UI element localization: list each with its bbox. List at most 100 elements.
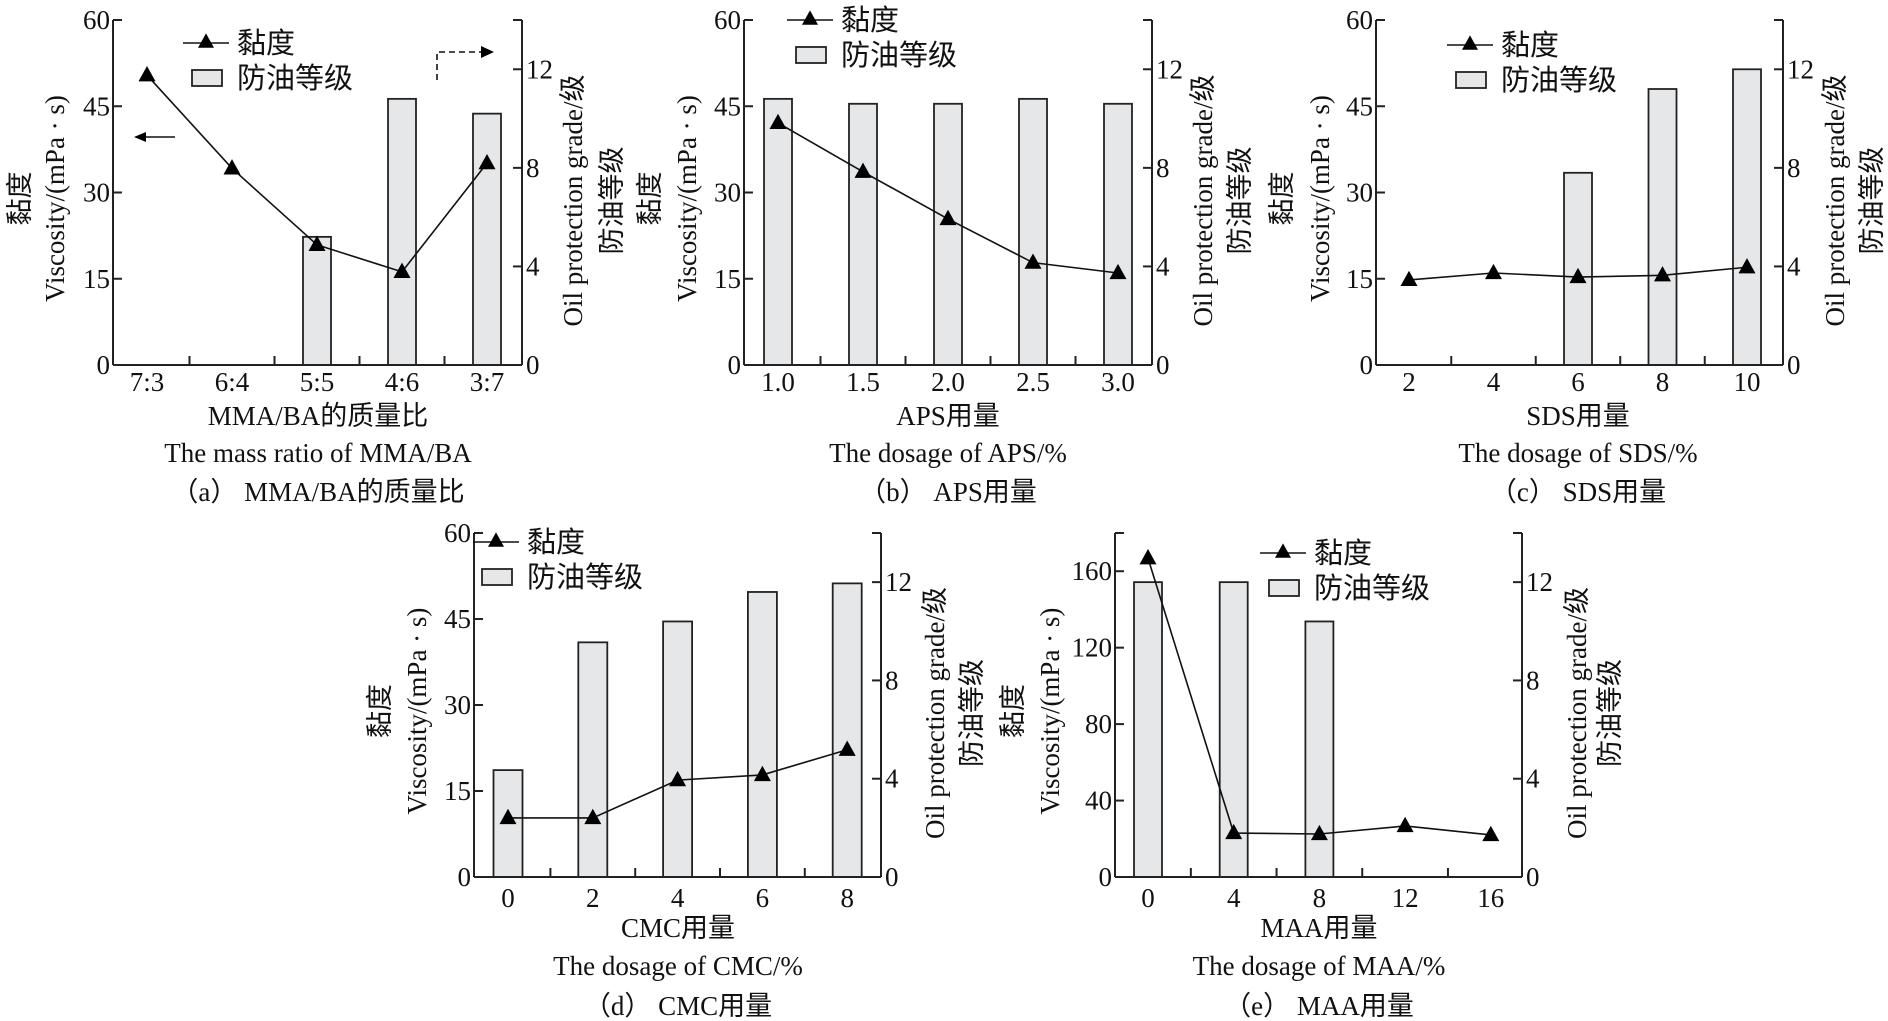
right-axis-title-cn: 防油等级 bbox=[1225, 147, 1255, 255]
left-tick-label: 60 bbox=[444, 518, 471, 548]
right-axis-title-en: Oil protection grade/级 bbox=[1188, 75, 1218, 327]
right-arrow-icon bbox=[481, 46, 494, 58]
legend-grade-label: 防油等级 bbox=[841, 39, 957, 72]
viscosity-point bbox=[1225, 823, 1243, 840]
left-axis-title-cn: 黏度 bbox=[635, 172, 665, 226]
grade-bar bbox=[747, 591, 778, 878]
x-axis-title-cn: CMC用量 bbox=[621, 913, 735, 943]
left-axis-title-cn: 黏度 bbox=[998, 684, 1028, 738]
viscosity-point bbox=[1400, 270, 1418, 287]
x-tick-label: 2.0 bbox=[931, 367, 965, 397]
left-tick-label: 15 bbox=[444, 776, 471, 806]
left-tick-label: 160 bbox=[1072, 556, 1113, 586]
viscosity-point bbox=[308, 235, 326, 251]
grade-bar bbox=[577, 641, 609, 878]
grade-bar bbox=[302, 235, 332, 366]
right-tick-label: 8 bbox=[885, 665, 899, 695]
x-tick-label: 6 bbox=[1571, 367, 1585, 397]
panel-caption: （c） SDS用量 bbox=[1490, 477, 1666, 507]
x-axis-title-en: The dosage of SDS/% bbox=[1458, 438, 1697, 468]
x-axis-title-en: The mass ratio of MMA/BA bbox=[164, 438, 472, 468]
left-axis-title-en: Viscosity/(mPa · s) bbox=[402, 608, 432, 815]
viscosity-point bbox=[1482, 825, 1500, 842]
x-tick-label: 3.0 bbox=[1101, 367, 1135, 397]
left-tick-label: 60 bbox=[1346, 5, 1373, 35]
left-tick-label: 15 bbox=[1346, 264, 1373, 294]
right-axis-title-en: Oil protection grade/级 bbox=[558, 75, 588, 327]
left-tick-label: 30 bbox=[714, 178, 741, 208]
right-tick-label: 4 bbox=[526, 251, 540, 281]
right-tick-label: 8 bbox=[526, 153, 540, 183]
panel-caption: （b） APS用量 bbox=[859, 477, 1037, 507]
left-tick-label: 30 bbox=[83, 178, 110, 208]
right-tick-label: 4 bbox=[1156, 251, 1170, 281]
x-tick-label: 6 bbox=[756, 883, 770, 913]
x-tick-label: 0 bbox=[501, 883, 515, 913]
grade-bar bbox=[662, 620, 693, 878]
left-tick-label: 45 bbox=[444, 604, 471, 634]
x-tick-label: 8 bbox=[840, 883, 854, 913]
x-tick-label: 8 bbox=[1313, 883, 1327, 913]
legend-triangle-icon bbox=[1462, 35, 1478, 50]
left-tick-label: 0 bbox=[728, 350, 742, 380]
right-tick-label: 0 bbox=[526, 350, 540, 380]
x-tick-label: 8 bbox=[1656, 367, 1670, 397]
x-axis-title-en: The dosage of MAA/% bbox=[1193, 951, 1446, 981]
x-tick-label: 2 bbox=[586, 883, 600, 913]
grade-bar bbox=[763, 97, 793, 366]
legend-viscosity-label: 黏度 bbox=[527, 526, 585, 559]
left-axis-title-en: Viscosity/(mPa · s) bbox=[1035, 608, 1065, 815]
viscosity-point bbox=[1738, 258, 1756, 274]
viscosity-point bbox=[499, 808, 517, 825]
right-tick-label: 0 bbox=[1156, 350, 1170, 380]
right-axis-title-en: Oil protection grade/级 bbox=[1562, 587, 1592, 839]
grade-bar bbox=[1732, 68, 1762, 366]
grade-bar bbox=[1018, 97, 1048, 366]
viscosity-point bbox=[854, 162, 872, 178]
legend-viscosity-label: 黏度 bbox=[237, 27, 295, 60]
right-tick-label: 8 bbox=[1526, 665, 1540, 695]
x-tick-label: 3:7 bbox=[470, 367, 505, 397]
grade-bar bbox=[387, 97, 417, 366]
grade-bar bbox=[1133, 581, 1163, 878]
left-tick-label: 0 bbox=[97, 350, 111, 380]
left-tick-label: 45 bbox=[714, 91, 741, 121]
x-tick-label: 2.5 bbox=[1016, 367, 1050, 397]
legend-grade-label: 防油等级 bbox=[1314, 572, 1430, 605]
legend-triangle-icon bbox=[198, 33, 214, 48]
left-tick-label: 40 bbox=[1085, 786, 1112, 816]
left-tick-label: 45 bbox=[1346, 91, 1373, 121]
x-axis-title-cn: APS用量 bbox=[896, 401, 1000, 431]
x-axis-title-en: The dosage of APS/% bbox=[829, 438, 1067, 468]
x-tick-label: 4 bbox=[1227, 883, 1241, 913]
left-tick-label: 45 bbox=[83, 91, 110, 121]
x-axis-title-cn: MMA/BA的质量比 bbox=[208, 401, 429, 431]
viscosity-point bbox=[1024, 253, 1042, 269]
right-tick-label: 0 bbox=[1526, 862, 1540, 892]
grade-bar bbox=[1103, 102, 1133, 366]
viscosity-point bbox=[939, 209, 957, 226]
x-tick-label: 1.0 bbox=[761, 367, 795, 397]
left-axis-title-en: Viscosity/(mPa · s) bbox=[1305, 95, 1335, 302]
x-tick-label: 12 bbox=[1392, 883, 1419, 913]
x-axis-title-cn: SDS用量 bbox=[1526, 401, 1630, 431]
grade-bar bbox=[472, 112, 502, 366]
legend-viscosity-label: 黏度 bbox=[1314, 537, 1372, 570]
right-tick-label: 12 bbox=[526, 54, 553, 84]
legend-viscosity-label: 黏度 bbox=[1501, 29, 1559, 62]
right-axis-arrow-line bbox=[436, 51, 485, 80]
right-axis-title-en: Oil protection grade/级 bbox=[1820, 75, 1850, 327]
right-tick-label: 12 bbox=[1526, 567, 1553, 597]
left-tick-label: 60 bbox=[83, 5, 110, 35]
grade-bar bbox=[848, 102, 878, 366]
legend-bar-swatch bbox=[1455, 71, 1487, 89]
viscosity-point bbox=[669, 770, 687, 787]
viscosity-point bbox=[138, 66, 156, 82]
legend-bar-swatch bbox=[481, 568, 513, 586]
